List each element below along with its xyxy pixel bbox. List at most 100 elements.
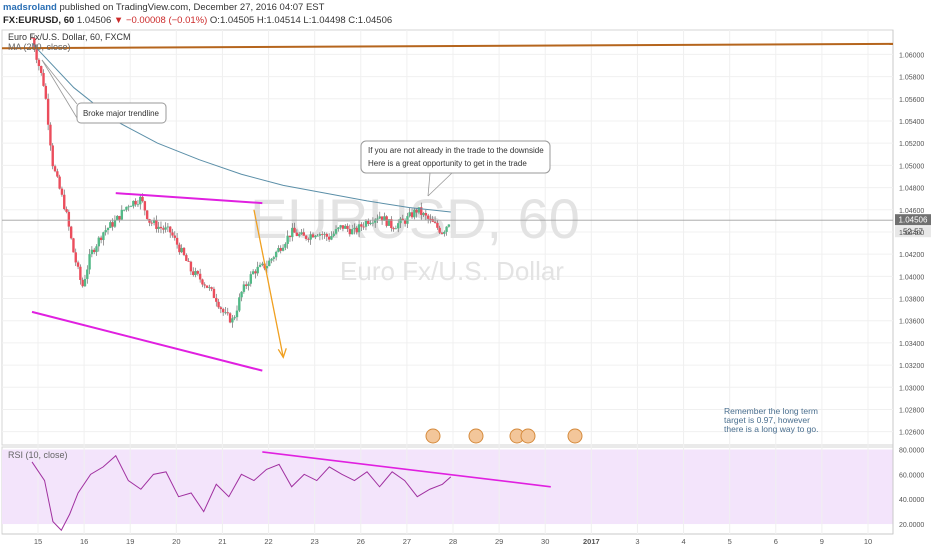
candle-body [208,287,211,289]
candle-body [111,222,114,227]
candle-body [162,228,165,230]
candle-body [249,274,253,284]
time-tick-label: 30 [541,537,549,546]
candle-body [74,252,77,263]
price-tick-label: 1.04400 [899,230,924,237]
candle-body [429,218,432,220]
candle-body [166,226,170,228]
candle-body [325,233,329,237]
rsi-tick-label: 80.0000 [899,447,924,454]
candle-body [56,171,59,177]
watermark-name: Euro Fx/U.S. Dollar [340,256,564,286]
candle-body [159,226,163,229]
event-flag-us-1[interactable] [425,428,441,444]
trendline-callout[interactable] [76,102,167,124]
candle-body [192,271,195,276]
candle-body [242,284,246,292]
candle-body [445,226,448,232]
candle-body [215,297,218,302]
time-tick-label: 15 [34,537,42,546]
rsi-trendline[interactable] [262,451,551,488]
candle-body [334,229,338,234]
price-tick-label: 1.03600 [899,319,924,326]
legend-rsi[interactable]: RSI (10, close) [8,450,68,460]
candle-body [279,247,282,251]
candle-body [330,236,333,240]
channel-lower-line[interactable] [31,310,263,372]
candle-body [120,209,124,220]
candle-body [83,278,87,287]
candle-body [157,226,160,229]
candle-body [143,201,147,211]
last-price-tag-text: 1.04506 [899,216,928,225]
candle-body [447,224,451,227]
legend-ma[interactable]: MA (200, close) [8,42,71,52]
price-tick-label: 1.03800 [899,297,924,304]
callout-pointer-2 [41,59,78,119]
candle-body [187,260,190,262]
time-tick-label: 16 [80,537,88,546]
candle-body [221,309,225,313]
rsi-tick-label: 40.0000 [899,497,924,504]
time-gridlines [37,30,869,534]
candle-body [344,225,347,229]
candle-body [327,236,331,240]
candle-body [46,98,50,125]
candle-body [284,243,287,248]
candle-body [79,266,82,280]
event-flag-us-3[interactable] [520,428,536,444]
candle-body [295,232,299,236]
candle-body [288,235,292,238]
candle-body [51,145,54,167]
forecast-arrow-head [277,348,287,359]
time-axis-labels[interactable]: 15 16 19 20 21 22 23 26 27 28 29 30 2017 3 4 5 6 9 10 [34,537,872,546]
candle-body [332,233,335,237]
candle-body [291,227,294,238]
event-flag-us-2[interactable] [468,428,484,444]
last-price: 1.04506 [76,15,112,26]
trade-callout[interactable] [360,140,551,174]
author-link[interactable]: madsroland [3,2,57,13]
legend-main-series[interactable]: Euro Fx/U.S. Dollar, 60, FXCM [8,32,131,42]
time-tick-label: 4 [681,537,685,546]
candle-body [408,212,411,217]
header-line-quote: FX:EURUSD, 60 1.04506 ▼ −0.00008 (−0.01%… [3,15,392,26]
time-tick-label: 26 [357,537,365,546]
candle-body [97,237,100,247]
price-tick-label: 1.04800 [899,186,924,193]
major-trendline[interactable] [1,42,894,50]
forecast-arrow[interactable] [253,209,284,358]
candle-body [44,85,48,99]
candle-body [415,209,418,213]
price-axis-labels[interactable]: 1.06000 1.05800 1.05600 1.05400 1.05200 1.050… [899,52,924,436]
time-tick-label: 20 [172,537,180,546]
candle-body [403,220,407,224]
candle-body [125,206,128,210]
candle-body [196,271,200,274]
target-note-1: Remember the long term [724,406,818,416]
candle-body [346,225,349,229]
candle-body [65,209,68,212]
candle-body [49,124,52,146]
price-tick-label: 1.03400 [899,341,924,348]
candle-body [397,223,400,229]
candle-body [33,37,36,50]
candle-body [113,220,117,227]
candle-body [258,264,262,267]
candle-body [297,234,301,236]
candle-body [394,228,398,230]
symbol-label: FX:EURUSD, 60 [3,15,75,26]
price-gridlines [2,53,893,433]
candle-body [413,209,416,218]
candle-body [102,232,105,241]
channel-upper-line[interactable] [115,192,263,205]
time-tick-label: 29 [495,537,503,546]
price-tick-label: 1.05800 [899,75,924,82]
candle-body [226,312,229,314]
published-info: published on TradingView.com, December 2… [59,2,325,13]
candle-body [155,220,158,229]
event-flag-us-4[interactable] [567,428,583,444]
candle-body [42,72,45,86]
candle-body [118,215,121,220]
